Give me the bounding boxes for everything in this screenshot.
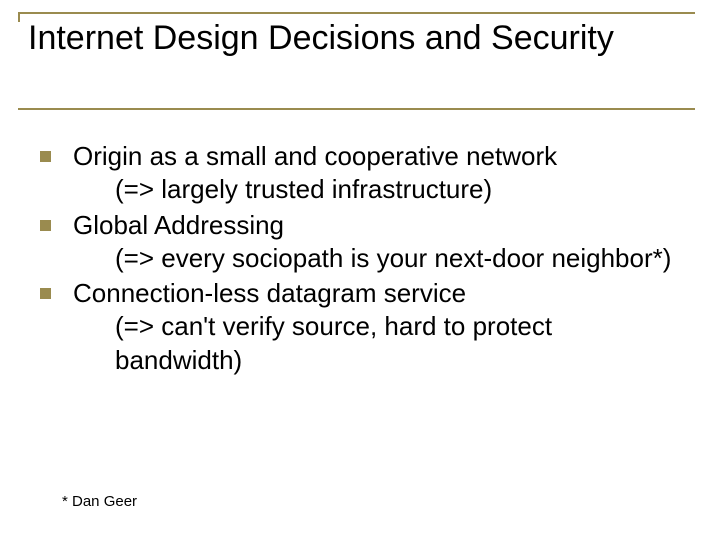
title-block: Internet Design Decisions and Security xyxy=(18,12,695,65)
square-bullet-icon xyxy=(40,220,51,231)
list-item: Connection-less datagram service (=> can… xyxy=(40,277,680,377)
list-item-sub: (=> every sociopath is your next-door ne… xyxy=(73,242,671,275)
title-rule-bottom xyxy=(18,108,695,110)
list-item-text: Origin as a small and cooperative networ… xyxy=(73,140,557,207)
square-bullet-icon xyxy=(40,288,51,299)
list-item-text: Connection-less datagram service (=> can… xyxy=(73,277,680,377)
list-item-main: Global Addressing xyxy=(73,210,284,240)
list-item: Global Addressing (=> every sociopath is… xyxy=(40,209,680,276)
slide: Internet Design Decisions and Security O… xyxy=(0,0,720,540)
title-rule-tick xyxy=(18,12,20,22)
list-item-sub: (=> can't verify source, hard to protect… xyxy=(73,310,680,377)
list-item-main: Origin as a small and cooperative networ… xyxy=(73,141,557,171)
list-item: Origin as a small and cooperative networ… xyxy=(40,140,680,207)
square-bullet-icon xyxy=(40,151,51,162)
slide-title: Internet Design Decisions and Security xyxy=(18,12,695,65)
title-rule-top xyxy=(18,12,695,14)
footnote: * Dan Geer xyxy=(62,493,137,510)
list-item-main: Connection-less datagram service xyxy=(73,278,466,308)
list-item-sub: (=> largely trusted infrastructure) xyxy=(73,173,557,206)
list-item-text: Global Addressing (=> every sociopath is… xyxy=(73,209,671,276)
body: Origin as a small and cooperative networ… xyxy=(40,140,680,379)
